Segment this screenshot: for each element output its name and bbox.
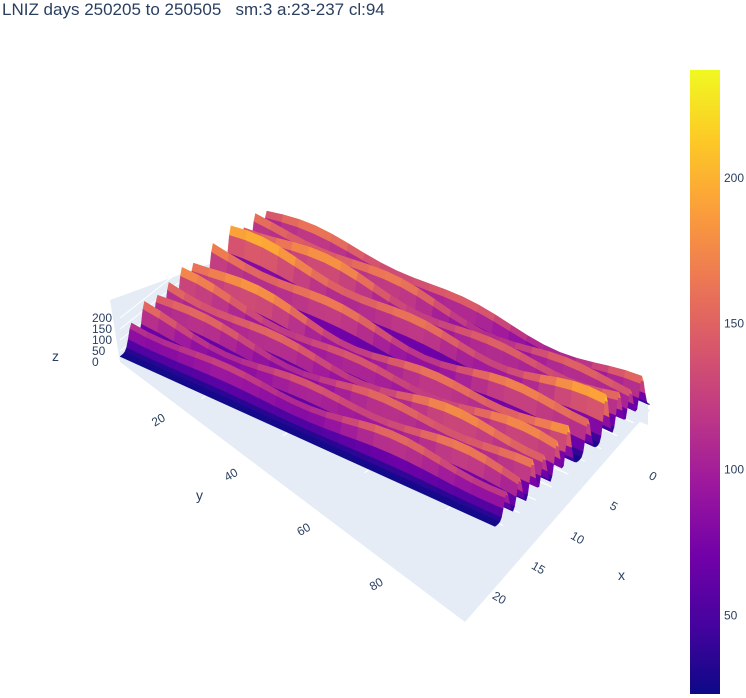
colorbar-rect <box>690 70 720 694</box>
chart-title: LNIZ days 250205 to 250505 sm:3 a:23-237… <box>2 0 385 19</box>
grid-line-z <box>119 195 651 367</box>
y-tick-label: 80 <box>367 575 386 594</box>
z-tick-label: 100 <box>92 333 112 347</box>
z-tick-label: 0 <box>92 355 99 369</box>
x-tick-label: 10 <box>568 528 587 547</box>
y-tick-label: 40 <box>222 465 241 484</box>
colorbar-tick-label: 200 <box>724 171 744 185</box>
x-tick-label: 15 <box>529 558 548 577</box>
x-tick-label: 20 <box>490 588 509 607</box>
colorbar-tick-label: 50 <box>724 608 738 622</box>
x-tick-label: 5 <box>607 498 620 514</box>
z-axis-title: z <box>52 348 59 364</box>
colorbar-tick-label: 150 <box>724 317 744 331</box>
z-tick-label: 50 <box>92 344 106 358</box>
x-tick-label: 0 <box>647 468 660 484</box>
y-tick-label: 60 <box>294 520 313 539</box>
y-axis: y 20 40 60 80 <box>149 410 386 593</box>
z-tick-label: 200 <box>92 311 112 325</box>
surface <box>119 210 651 527</box>
colorbar: 50 100 150 200 <box>690 70 744 694</box>
y-axis-title: y <box>196 487 203 503</box>
z-tick-label: 150 <box>92 322 112 336</box>
x-axis-title: x <box>618 567 625 583</box>
y-tick-label: 20 <box>149 410 168 429</box>
colorbar-tick-label: 100 <box>724 462 744 476</box>
surface-patch <box>478 517 498 527</box>
